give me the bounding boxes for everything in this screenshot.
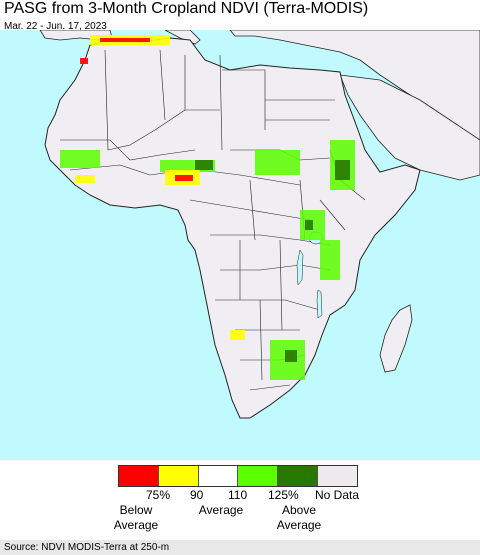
legend-swatch-average (198, 466, 239, 486)
legend-tick-75: 75% (146, 488, 171, 502)
source-note: Source: NDVI MODIS-Terra at 250-m (0, 540, 480, 555)
legend-tick-125: 125% (268, 488, 299, 502)
madagascar (379, 304, 413, 373)
legend-swatch-well-below (119, 466, 159, 486)
legend-swatch-well-above (278, 466, 319, 486)
africa-land (44, 37, 421, 419)
italy-land (164, 30, 201, 45)
legend-swatch-above (238, 466, 279, 486)
map-title: PASG from 3-Month Cropland NDVI (Terra-M… (4, 0, 369, 17)
legend-label-below-average: Below Average (113, 503, 159, 532)
legend-swatch-below (158, 466, 199, 486)
arabian-peninsula (339, 74, 480, 181)
legend-tick-90: 90 (190, 488, 204, 502)
lake-malawi (316, 289, 323, 319)
legend-tick-110: 110 (228, 488, 248, 502)
legend-swatch-no-data (318, 466, 357, 486)
legend-tick-no-data: No Data (315, 488, 360, 502)
ndvi-well-above-average (195, 160, 350, 362)
ndvi-legend (118, 465, 358, 487)
lake-tanganyika (296, 249, 304, 286)
legend-label-average: Average (198, 503, 244, 517)
legend-label-above-average: Above Average (276, 503, 322, 532)
ndvi-well-below-average (80, 38, 193, 181)
date-range: Mar. 22 - Jun. 17, 2023 (4, 21, 107, 32)
africa-map (0, 30, 480, 460)
